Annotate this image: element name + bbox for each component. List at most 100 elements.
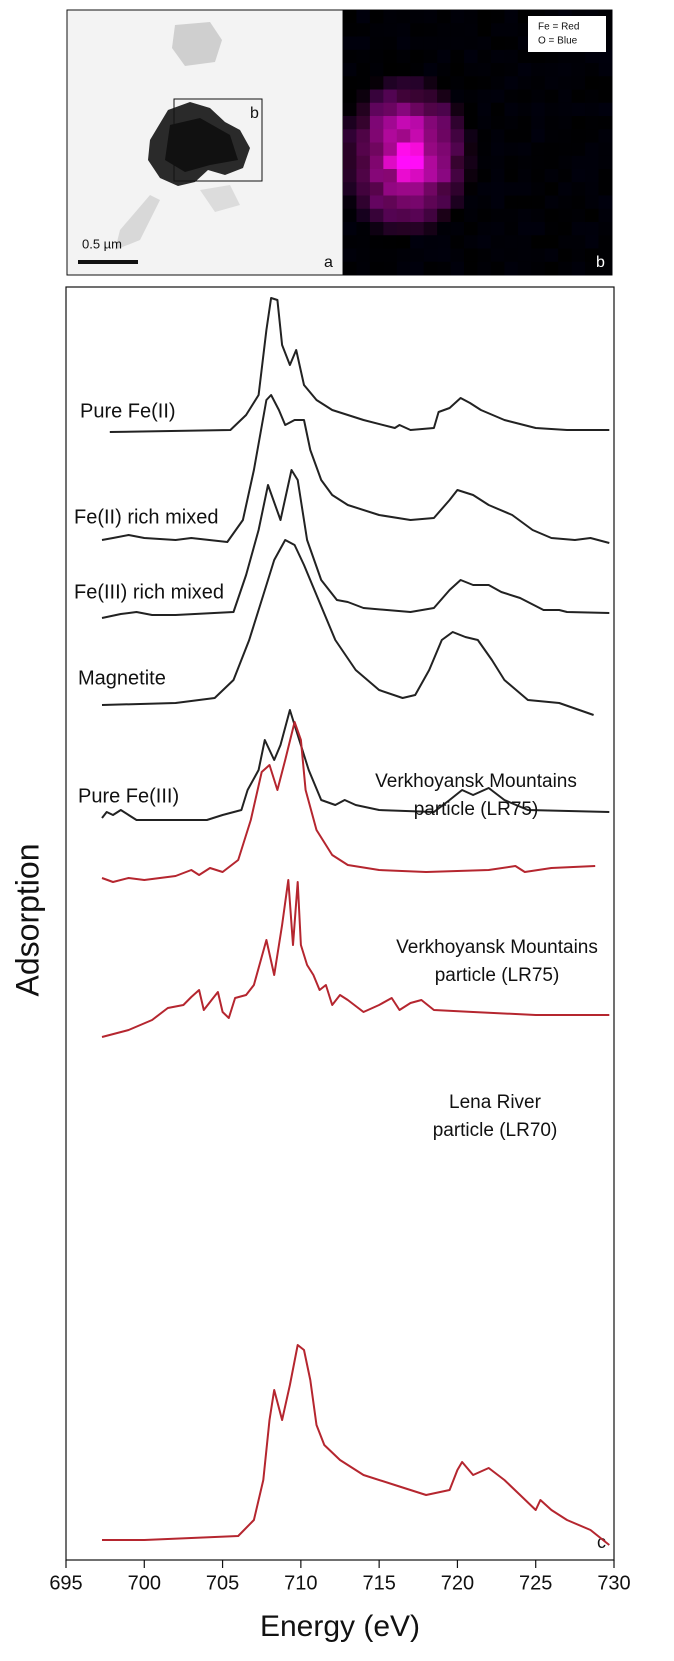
x-tick-label: 705 bbox=[206, 1572, 239, 1594]
map-pixel bbox=[544, 235, 559, 249]
map-pixel bbox=[585, 261, 599, 276]
map-pixel bbox=[464, 102, 478, 117]
map-pixel bbox=[490, 116, 505, 130]
map-pixel bbox=[558, 102, 572, 117]
map-pixel bbox=[490, 63, 505, 77]
particle bbox=[172, 22, 222, 66]
map-pixel bbox=[571, 222, 586, 236]
map-pixel bbox=[598, 63, 613, 77]
map-pixel bbox=[504, 208, 519, 223]
spectrum-line bbox=[109, 297, 610, 433]
map-pixel bbox=[504, 155, 519, 170]
map-pixel bbox=[585, 182, 599, 196]
map-pixel bbox=[558, 182, 572, 196]
map-pixel bbox=[544, 129, 559, 143]
map-pixel bbox=[437, 116, 451, 130]
map-pixel bbox=[356, 169, 371, 183]
map-pixel bbox=[423, 10, 438, 24]
map-pixel bbox=[544, 222, 559, 236]
region-box bbox=[173, 98, 263, 182]
map-pixel bbox=[544, 142, 559, 157]
map-pixel bbox=[356, 76, 371, 90]
map-pixel bbox=[410, 142, 424, 157]
map-pixel bbox=[504, 49, 519, 64]
map-pixel bbox=[544, 89, 559, 104]
panel-label: a bbox=[324, 254, 333, 271]
map-pixel bbox=[517, 195, 532, 210]
map-pixel bbox=[450, 182, 465, 196]
map-pixel bbox=[477, 235, 492, 249]
map-pixel bbox=[585, 248, 599, 263]
map-pixel bbox=[531, 182, 546, 196]
map-pixel bbox=[343, 182, 357, 196]
map-pixel bbox=[383, 63, 398, 77]
map-pixel bbox=[598, 182, 613, 196]
scale-label: 0.5 µm bbox=[82, 236, 122, 251]
map-pixel bbox=[558, 142, 572, 157]
map-pixel bbox=[490, 102, 505, 117]
map-pixel bbox=[356, 195, 371, 210]
map-pixel bbox=[383, 155, 398, 170]
map-pixel bbox=[369, 182, 384, 196]
map-pixel bbox=[437, 142, 451, 157]
map-pixel bbox=[490, 169, 505, 183]
map-pixel bbox=[585, 129, 599, 143]
series-label: Pure Fe(III) bbox=[78, 785, 179, 807]
map-pixel bbox=[598, 235, 613, 249]
map-pixel bbox=[517, 89, 532, 104]
series-label: Fe(III) rich mixed bbox=[74, 581, 224, 603]
map-pixel bbox=[585, 102, 599, 117]
map-pixel bbox=[369, 169, 384, 183]
map-pixel bbox=[450, 116, 465, 130]
map-pixel bbox=[423, 261, 438, 276]
map-pixel bbox=[450, 76, 465, 90]
map-pixel bbox=[571, 76, 586, 90]
map-pixel bbox=[517, 63, 532, 77]
particle bbox=[165, 118, 238, 172]
spectrum-line bbox=[101, 721, 596, 883]
map-pixel bbox=[490, 222, 505, 236]
map-pixel bbox=[558, 76, 572, 90]
map-pixel bbox=[490, 89, 505, 104]
map-pixel bbox=[531, 222, 546, 236]
map-pixel bbox=[558, 116, 572, 130]
particle bbox=[200, 185, 240, 212]
map-pixel bbox=[343, 155, 357, 170]
y-axis-title: Adsorption bbox=[9, 844, 45, 997]
map-pixel bbox=[531, 129, 546, 143]
map-pixel bbox=[571, 235, 586, 249]
series-label: particle (LR75) bbox=[414, 799, 539, 820]
map-pixel bbox=[410, 49, 424, 64]
map-pixel bbox=[477, 129, 492, 143]
map-pixel bbox=[464, 63, 478, 77]
map-pixel bbox=[410, 261, 424, 276]
map-pixel bbox=[369, 36, 384, 51]
map-pixel bbox=[558, 49, 572, 64]
spectrum-line bbox=[101, 394, 610, 544]
map-pixel bbox=[464, 235, 478, 249]
map-pixel bbox=[464, 10, 478, 24]
map-pixel bbox=[396, 76, 411, 90]
map-pixel bbox=[343, 63, 357, 77]
map-pixel bbox=[383, 235, 398, 249]
map-pixel bbox=[437, 63, 451, 77]
map-pixel bbox=[410, 36, 424, 51]
map-pixel bbox=[423, 208, 438, 223]
map-pixel bbox=[410, 195, 424, 210]
map-pixel bbox=[410, 222, 424, 236]
map-pixel bbox=[477, 89, 492, 104]
map-pixel bbox=[598, 49, 613, 64]
map-pixel bbox=[450, 23, 465, 37]
map-pixel bbox=[598, 261, 613, 276]
map-pixel bbox=[490, 10, 505, 24]
map-pixel bbox=[504, 169, 519, 183]
map-pixel bbox=[410, 235, 424, 249]
map-pixel bbox=[477, 261, 492, 276]
particle bbox=[115, 195, 160, 250]
map-pixel bbox=[383, 182, 398, 196]
map-pixel bbox=[504, 142, 519, 157]
map-pixel bbox=[423, 195, 438, 210]
map-pixel bbox=[450, 129, 465, 143]
map-pixel bbox=[369, 261, 384, 276]
map-pixel bbox=[531, 169, 546, 183]
